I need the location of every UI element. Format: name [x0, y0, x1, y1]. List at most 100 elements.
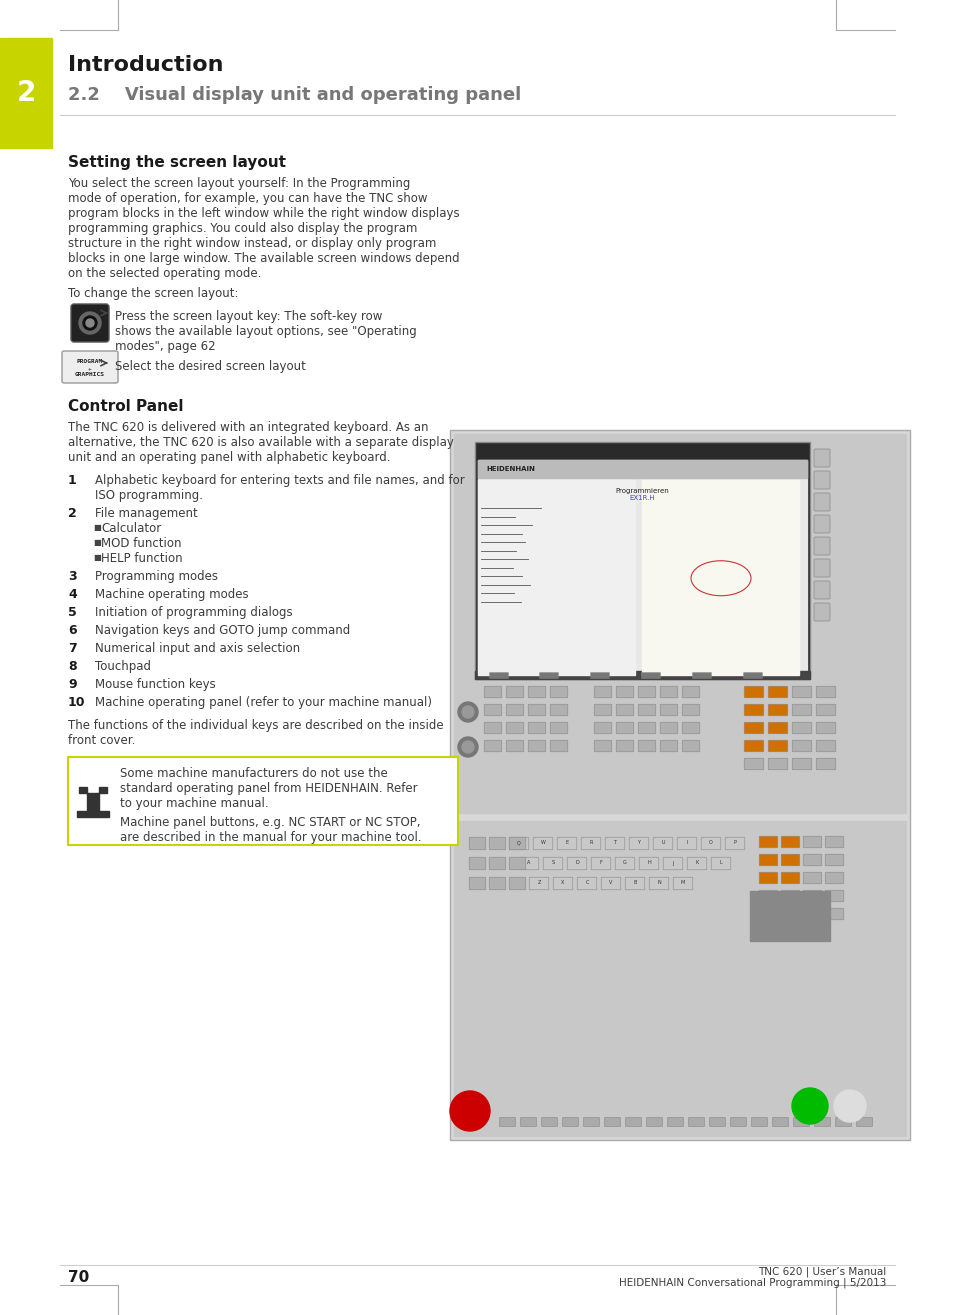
- FancyBboxPatch shape: [529, 877, 548, 890]
- FancyBboxPatch shape: [659, 705, 677, 715]
- FancyBboxPatch shape: [791, 686, 811, 698]
- Text: File management: File management: [95, 508, 197, 519]
- Text: 8: 8: [68, 660, 76, 673]
- Text: blocks in one large window. The available screen windows depend: blocks in one large window. The availabl…: [68, 252, 459, 266]
- Text: 2: 2: [16, 79, 35, 107]
- Text: A: A: [527, 860, 530, 865]
- FancyBboxPatch shape: [751, 1118, 767, 1127]
- FancyBboxPatch shape: [813, 581, 829, 600]
- FancyBboxPatch shape: [743, 705, 763, 715]
- FancyBboxPatch shape: [509, 838, 525, 849]
- FancyBboxPatch shape: [604, 838, 624, 849]
- FancyBboxPatch shape: [484, 686, 501, 698]
- FancyBboxPatch shape: [625, 1118, 640, 1127]
- Text: G: G: [622, 860, 626, 865]
- Text: Control Panel: Control Panel: [68, 398, 183, 414]
- FancyBboxPatch shape: [742, 672, 761, 679]
- FancyBboxPatch shape: [791, 722, 811, 734]
- Text: P: P: [733, 840, 736, 846]
- FancyBboxPatch shape: [638, 705, 655, 715]
- Text: 2: 2: [68, 508, 76, 519]
- Text: TNC 620 | User’s Manual: TNC 620 | User’s Manual: [757, 1266, 885, 1277]
- Bar: [454, 434, 905, 813]
- FancyBboxPatch shape: [662, 857, 682, 869]
- FancyBboxPatch shape: [62, 351, 118, 383]
- Text: Initiation of programming dialogs: Initiation of programming dialogs: [95, 606, 293, 619]
- FancyBboxPatch shape: [659, 722, 677, 734]
- FancyBboxPatch shape: [567, 857, 586, 869]
- Bar: [450, 430, 909, 1140]
- Text: Numerical input and axis selection: Numerical input and axis selection: [95, 642, 300, 655]
- FancyBboxPatch shape: [767, 722, 787, 734]
- FancyBboxPatch shape: [489, 838, 505, 849]
- FancyBboxPatch shape: [640, 672, 659, 679]
- FancyBboxPatch shape: [541, 1118, 557, 1127]
- FancyBboxPatch shape: [509, 877, 525, 890]
- Text: standard operating panel from HEIDENHAIN. Refer: standard operating panel from HEIDENHAIN…: [120, 782, 417, 796]
- FancyBboxPatch shape: [550, 740, 567, 752]
- Circle shape: [457, 736, 477, 757]
- FancyBboxPatch shape: [653, 838, 672, 849]
- FancyBboxPatch shape: [781, 836, 799, 848]
- Text: You select the screen layout yourself: In the Programming: You select the screen layout yourself: I…: [68, 178, 410, 189]
- FancyBboxPatch shape: [816, 705, 835, 715]
- FancyBboxPatch shape: [781, 872, 799, 884]
- FancyBboxPatch shape: [816, 740, 835, 752]
- FancyBboxPatch shape: [506, 686, 523, 698]
- FancyBboxPatch shape: [793, 1118, 809, 1127]
- Text: The functions of the individual keys are described on the inside: The functions of the individual keys are…: [68, 719, 443, 732]
- Circle shape: [833, 1090, 865, 1122]
- FancyBboxPatch shape: [550, 722, 567, 734]
- Text: ■: ■: [92, 554, 101, 562]
- Bar: [749, 892, 829, 942]
- Circle shape: [457, 702, 477, 722]
- Text: Machine operating panel (refer to your machine manual): Machine operating panel (refer to your m…: [95, 696, 432, 709]
- FancyBboxPatch shape: [677, 838, 696, 849]
- FancyBboxPatch shape: [743, 740, 763, 752]
- Bar: [454, 821, 905, 1136]
- Text: 4: 4: [68, 588, 76, 601]
- FancyBboxPatch shape: [813, 493, 829, 512]
- FancyBboxPatch shape: [528, 740, 545, 752]
- Text: Mouse function keys: Mouse function keys: [95, 679, 215, 690]
- FancyBboxPatch shape: [506, 722, 523, 734]
- FancyBboxPatch shape: [824, 836, 842, 848]
- FancyBboxPatch shape: [700, 838, 720, 849]
- Text: O: O: [708, 840, 712, 846]
- Text: 5: 5: [68, 606, 76, 619]
- Text: Z: Z: [537, 881, 540, 885]
- Text: B: B: [633, 881, 636, 885]
- FancyBboxPatch shape: [759, 836, 777, 848]
- Text: 10: 10: [68, 696, 86, 709]
- Text: S: S: [551, 860, 554, 865]
- Text: Machine panel buttons, e.g. NC START or NC STOP,: Machine panel buttons, e.g. NC START or …: [120, 817, 420, 828]
- Text: T: T: [613, 840, 616, 846]
- Text: L: L: [719, 860, 721, 865]
- Text: modes", page 62: modes", page 62: [115, 341, 215, 352]
- Bar: [477, 480, 635, 675]
- FancyBboxPatch shape: [594, 686, 611, 698]
- FancyBboxPatch shape: [759, 909, 777, 919]
- FancyBboxPatch shape: [814, 1118, 830, 1127]
- FancyBboxPatch shape: [550, 705, 567, 715]
- Text: Some machine manufacturers do not use the: Some machine manufacturers do not use th…: [120, 767, 387, 780]
- FancyBboxPatch shape: [616, 705, 633, 715]
- Text: Setting the screen layout: Setting the screen layout: [68, 155, 286, 170]
- FancyBboxPatch shape: [767, 705, 787, 715]
- Text: HEIDENHAIN: HEIDENHAIN: [485, 466, 535, 472]
- Text: D: D: [575, 860, 578, 865]
- FancyBboxPatch shape: [659, 686, 677, 698]
- FancyBboxPatch shape: [802, 909, 821, 919]
- FancyBboxPatch shape: [681, 740, 700, 752]
- FancyBboxPatch shape: [616, 686, 633, 698]
- FancyBboxPatch shape: [506, 705, 523, 715]
- FancyBboxPatch shape: [469, 857, 485, 869]
- FancyBboxPatch shape: [710, 857, 730, 869]
- FancyBboxPatch shape: [816, 759, 835, 769]
- FancyBboxPatch shape: [68, 757, 457, 846]
- FancyBboxPatch shape: [594, 705, 611, 715]
- Text: Q: Q: [517, 840, 520, 846]
- Circle shape: [791, 1088, 827, 1124]
- FancyBboxPatch shape: [509, 838, 528, 849]
- Text: 1: 1: [68, 473, 76, 487]
